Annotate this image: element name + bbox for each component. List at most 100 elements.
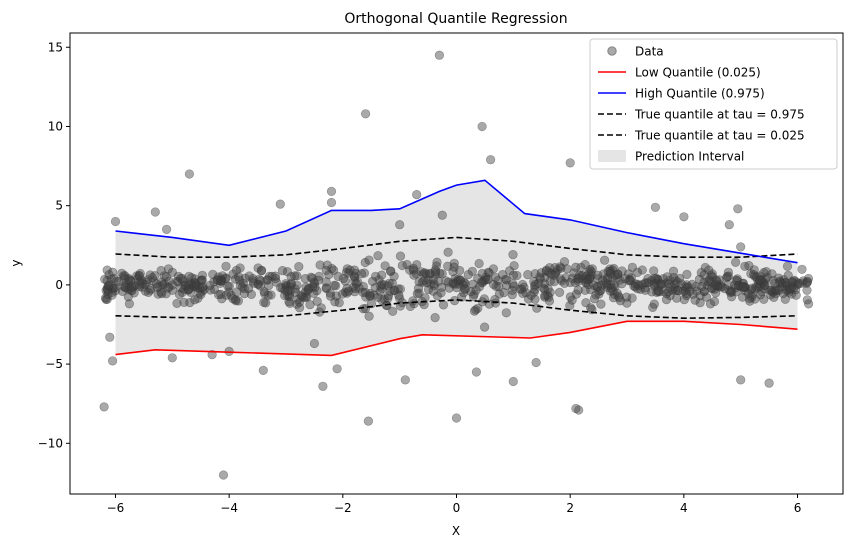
data-point xyxy=(333,271,343,282)
data-point xyxy=(717,282,727,292)
data-point xyxy=(190,278,200,288)
data-point xyxy=(418,269,428,279)
data-point xyxy=(661,295,672,305)
data-point xyxy=(768,287,778,297)
data-point xyxy=(191,279,201,289)
data-point xyxy=(266,290,276,300)
data-point xyxy=(777,278,787,288)
data-point xyxy=(157,289,167,299)
data-point xyxy=(363,416,374,426)
x-tick-label: 4 xyxy=(680,501,688,515)
data-point xyxy=(632,279,643,289)
data-point xyxy=(586,303,596,313)
data-point xyxy=(467,266,477,276)
data-point xyxy=(708,272,718,282)
data-point xyxy=(640,285,651,295)
data-point xyxy=(187,273,197,283)
data-point xyxy=(108,283,118,293)
data-point xyxy=(545,276,555,286)
data-point xyxy=(159,271,169,281)
data-point xyxy=(253,279,263,289)
data-point xyxy=(774,277,785,288)
data-point xyxy=(380,261,390,271)
data-point xyxy=(724,220,734,230)
data-point xyxy=(308,282,318,292)
data-point xyxy=(592,282,603,292)
data-point xyxy=(546,269,556,279)
data-point xyxy=(501,308,511,318)
data-point xyxy=(610,282,620,292)
data-point xyxy=(759,268,769,278)
data-point xyxy=(620,274,630,284)
data-point xyxy=(565,277,575,288)
data-point xyxy=(360,257,370,268)
data-point xyxy=(124,274,134,284)
data-point xyxy=(597,275,608,285)
data-point xyxy=(621,292,632,302)
data-point xyxy=(652,287,662,298)
data-point xyxy=(244,271,254,281)
data-point xyxy=(759,284,769,294)
data-point xyxy=(429,279,439,289)
data-point xyxy=(448,279,458,289)
data-point xyxy=(321,277,331,287)
data-point xyxy=(630,282,640,292)
data-point xyxy=(571,403,581,414)
data-point xyxy=(603,274,613,284)
data-point xyxy=(259,297,269,308)
data-point xyxy=(803,299,814,309)
data-point xyxy=(240,273,250,283)
data-point xyxy=(140,286,151,296)
data-point xyxy=(663,286,673,297)
data-point xyxy=(438,300,449,310)
data-point xyxy=(643,274,653,284)
data-point xyxy=(259,287,269,297)
data-point xyxy=(234,272,244,282)
data-point xyxy=(625,276,636,286)
data-point xyxy=(695,291,705,301)
data-point xyxy=(746,285,756,295)
data-point xyxy=(253,263,263,273)
data-point xyxy=(437,210,447,220)
data-point xyxy=(732,276,742,286)
data-point xyxy=(782,281,792,291)
data-point xyxy=(405,301,416,312)
data-point xyxy=(196,289,206,300)
data-point xyxy=(707,283,717,293)
data-point xyxy=(589,294,600,304)
data-point xyxy=(156,287,166,297)
data-point xyxy=(518,288,528,299)
data-point xyxy=(312,296,322,307)
data-point xyxy=(541,265,552,275)
data-point xyxy=(797,264,807,274)
data-point xyxy=(752,272,762,282)
data-point xyxy=(640,278,650,288)
data-point xyxy=(713,281,723,292)
data-point xyxy=(705,299,716,309)
data-point xyxy=(668,266,679,276)
data-point xyxy=(386,266,396,277)
data-point xyxy=(617,266,627,276)
data-point xyxy=(453,274,464,285)
data-point xyxy=(507,290,517,300)
data-point xyxy=(749,270,759,280)
data-point xyxy=(375,287,385,297)
data-point xyxy=(542,290,553,300)
data-point xyxy=(615,275,625,285)
data-point xyxy=(679,212,689,222)
data-point xyxy=(656,279,667,289)
data-point xyxy=(377,295,387,305)
data-point xyxy=(191,282,201,293)
data-point xyxy=(277,266,288,276)
data-point xyxy=(731,283,741,293)
data-point xyxy=(413,283,424,293)
data-point xyxy=(231,265,242,276)
data-point xyxy=(452,283,462,293)
data-point xyxy=(782,285,793,295)
data-point xyxy=(493,275,503,286)
data-point xyxy=(348,282,358,293)
data-point xyxy=(782,261,793,271)
data-point xyxy=(221,290,231,300)
data-point xyxy=(642,278,652,288)
